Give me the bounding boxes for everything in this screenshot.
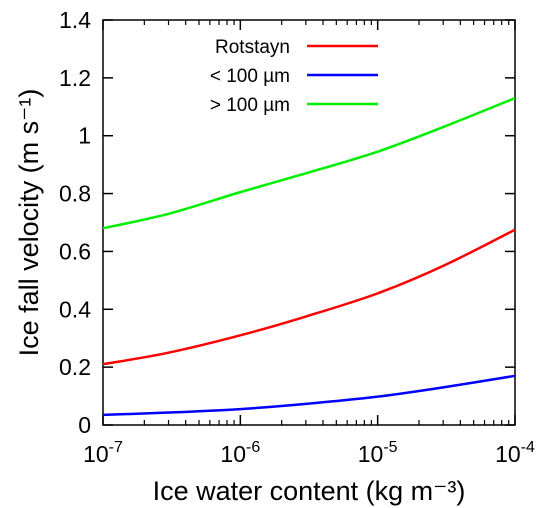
x-tick-label: 10-6 [220,439,260,467]
series-line-1 [102,374,516,417]
y-tick-label: 1.4 [59,7,91,33]
legend: Rotstayn < 100 µm > 100 µm [210,37,378,116]
y-tick-label: 1 [78,123,91,149]
series-line-0 [102,228,516,366]
x-tick-label: 10-4 [495,439,535,467]
y-tick-label: 1.2 [59,65,91,91]
series-line-2 [102,96,516,230]
series-layer [102,96,516,417]
legend-label: > 100 µm [210,95,290,116]
legend-label: < 100 µm [210,66,290,87]
x-axis-title: Ice water content (kg m⁻³) [153,476,466,506]
axes: 0 0.2 0.4 0.6 0.8 1 1.2 1.4 10-7 10-6 10-5 10-4 [59,7,535,467]
y-tick-label: 0.4 [59,296,91,322]
x-tick-label: 10-7 [83,439,123,467]
y-tick-label: 0.6 [59,238,91,264]
y-tick-label: 0.2 [59,354,91,380]
y-tick-label: 0.8 [59,181,91,207]
legend-label: Rotstayn [215,37,290,58]
plot-frame [102,19,516,426]
x-tick-label: 10-5 [358,439,398,467]
y-tick-label: 0 [78,412,91,438]
y-axis-title: Ice fall velocity (m s⁻¹) [14,89,44,357]
